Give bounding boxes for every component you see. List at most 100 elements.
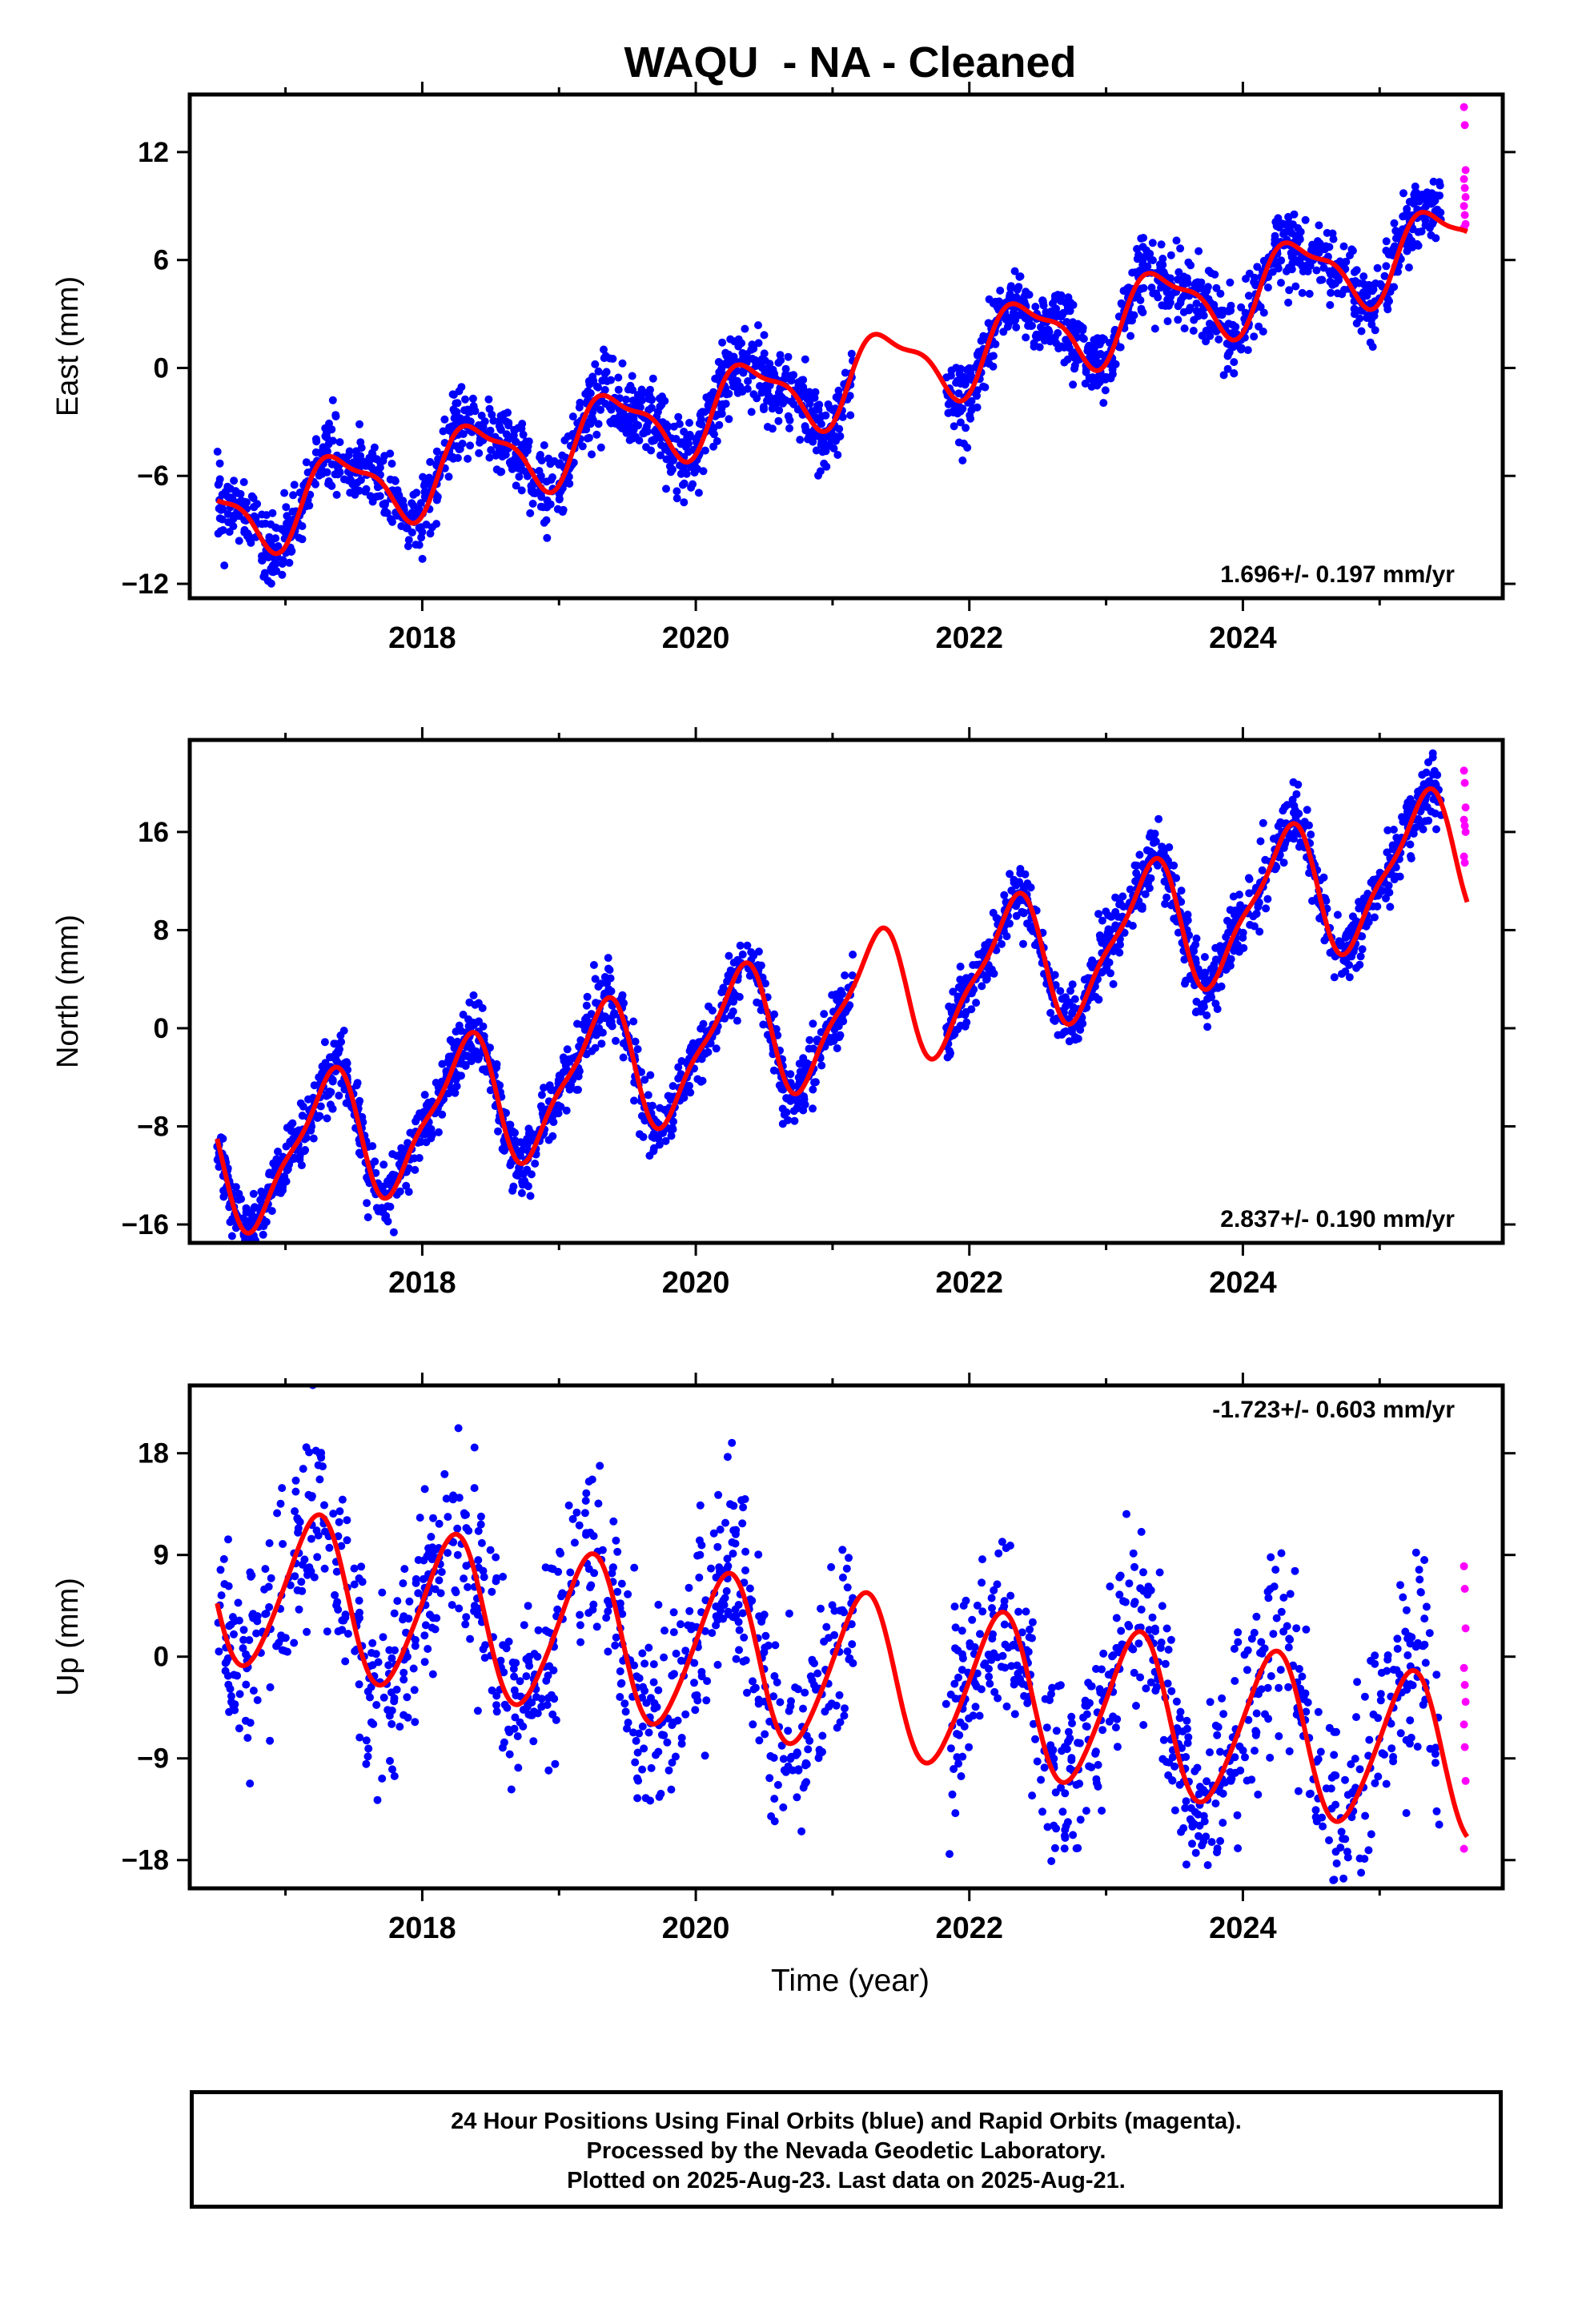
east-data-point bbox=[468, 394, 477, 403]
east-data-point bbox=[693, 464, 702, 473]
up-data-point bbox=[384, 1661, 393, 1670]
east-rate-label: 1.696+/- 0.197 mm/yr bbox=[1220, 561, 1455, 588]
up-data-point bbox=[630, 1563, 639, 1572]
north-data-point bbox=[949, 987, 958, 996]
east-data-point bbox=[461, 395, 469, 404]
north-data-point bbox=[363, 1213, 372, 1221]
north-data-point bbox=[356, 1150, 365, 1159]
east-data-point bbox=[1215, 335, 1223, 344]
north-data-point bbox=[1355, 960, 1364, 969]
up-data-point bbox=[371, 1650, 380, 1659]
north-data-point bbox=[1094, 910, 1102, 919]
east-data-point bbox=[1139, 283, 1148, 292]
east-data-point bbox=[1006, 290, 1014, 299]
up-data-point bbox=[295, 1605, 303, 1614]
north-data-point bbox=[644, 1091, 652, 1100]
up-data-point bbox=[431, 1585, 440, 1594]
east-data-point bbox=[1245, 269, 1254, 278]
up-data-point bbox=[372, 1701, 381, 1709]
north-data-point bbox=[1135, 850, 1144, 859]
east-ytick-label: 6 bbox=[154, 245, 169, 276]
up-data-point bbox=[848, 1640, 857, 1649]
north-data-point bbox=[597, 1039, 606, 1048]
north-data-point bbox=[1160, 877, 1169, 886]
up-data-point bbox=[743, 1688, 751, 1697]
up-data-point bbox=[307, 1534, 315, 1543]
north-data-point bbox=[242, 1208, 251, 1216]
north-data-point bbox=[619, 1053, 628, 1062]
east-data-point bbox=[575, 403, 584, 412]
east-data-point bbox=[1212, 283, 1221, 292]
east-data-point bbox=[600, 369, 609, 378]
east-data-point bbox=[512, 438, 520, 446]
east-data-point bbox=[1301, 215, 1310, 224]
east-data-point bbox=[548, 473, 556, 481]
north-data-point bbox=[1132, 861, 1141, 870]
north-data-point bbox=[1424, 816, 1433, 825]
north-data-point bbox=[1222, 966, 1231, 974]
east-data-point bbox=[1357, 327, 1366, 336]
east-data-point bbox=[543, 503, 552, 512]
east-data-point bbox=[680, 428, 689, 436]
north-data-point bbox=[1023, 879, 1032, 888]
up-data-point bbox=[420, 1658, 429, 1667]
north-data-point bbox=[1150, 830, 1159, 838]
east-data-point bbox=[351, 490, 359, 499]
north-data-point bbox=[793, 1104, 801, 1112]
east-data-point bbox=[799, 386, 808, 395]
north-data-point bbox=[629, 1017, 638, 1026]
up-data-point bbox=[729, 1550, 737, 1558]
east-data-point bbox=[1403, 204, 1411, 213]
east-data-point bbox=[1058, 311, 1066, 320]
up-data-point bbox=[660, 1731, 669, 1739]
east-data-point bbox=[985, 320, 994, 328]
east-data-point bbox=[235, 537, 243, 545]
east-data-point bbox=[302, 458, 311, 467]
north-data-point bbox=[389, 1228, 398, 1236]
east-data-point bbox=[714, 358, 723, 366]
north-plot-frame bbox=[187, 738, 1505, 1245]
up-data-point bbox=[470, 1443, 479, 1452]
east-data-point bbox=[1223, 364, 1232, 373]
up-data-point bbox=[411, 1635, 420, 1644]
north-data-point bbox=[791, 1096, 800, 1104]
north-data-point bbox=[596, 979, 605, 988]
east-data-point bbox=[420, 481, 428, 490]
east-data-point bbox=[381, 499, 390, 508]
east-data-point bbox=[1318, 275, 1327, 284]
east-data-point bbox=[947, 366, 956, 375]
east-data-point bbox=[642, 443, 650, 452]
up-data-point bbox=[749, 1677, 757, 1686]
north-data-point bbox=[582, 1019, 591, 1027]
north-data-point bbox=[290, 1155, 299, 1164]
north-data-point bbox=[415, 1154, 424, 1162]
east-data-point bbox=[1253, 263, 1262, 271]
up-data-point bbox=[840, 1711, 849, 1720]
north-data-point bbox=[236, 1248, 244, 1256]
east-data-point bbox=[522, 437, 531, 446]
east-data-point bbox=[1118, 300, 1126, 308]
figure-title: WAQU - NA - Cleaned bbox=[624, 38, 1076, 86]
east-data-point bbox=[718, 400, 727, 408]
east-data-point bbox=[801, 355, 809, 364]
east-data-point bbox=[633, 391, 642, 400]
east-data-point bbox=[680, 498, 689, 507]
east-data-point bbox=[487, 446, 496, 454]
east-data-point bbox=[290, 480, 299, 489]
east-data-point bbox=[1048, 300, 1057, 308]
north-ytick-label: −16 bbox=[122, 1209, 169, 1240]
north-data-point bbox=[328, 1076, 337, 1084]
north-data-point bbox=[1341, 933, 1350, 942]
east-data-point bbox=[689, 480, 697, 489]
up-data-point bbox=[453, 1550, 462, 1559]
north-data-point bbox=[467, 1019, 475, 1027]
north-data-point bbox=[353, 1079, 362, 1088]
north-rapid-point bbox=[1461, 827, 1470, 836]
north-data-point bbox=[747, 948, 756, 956]
east-data-point bbox=[805, 394, 814, 403]
east-data-point bbox=[403, 524, 412, 533]
north-data-point bbox=[1183, 916, 1192, 925]
north-data-point bbox=[607, 1017, 616, 1026]
north-data-point bbox=[1245, 889, 1254, 898]
north-data-point bbox=[461, 1062, 470, 1070]
